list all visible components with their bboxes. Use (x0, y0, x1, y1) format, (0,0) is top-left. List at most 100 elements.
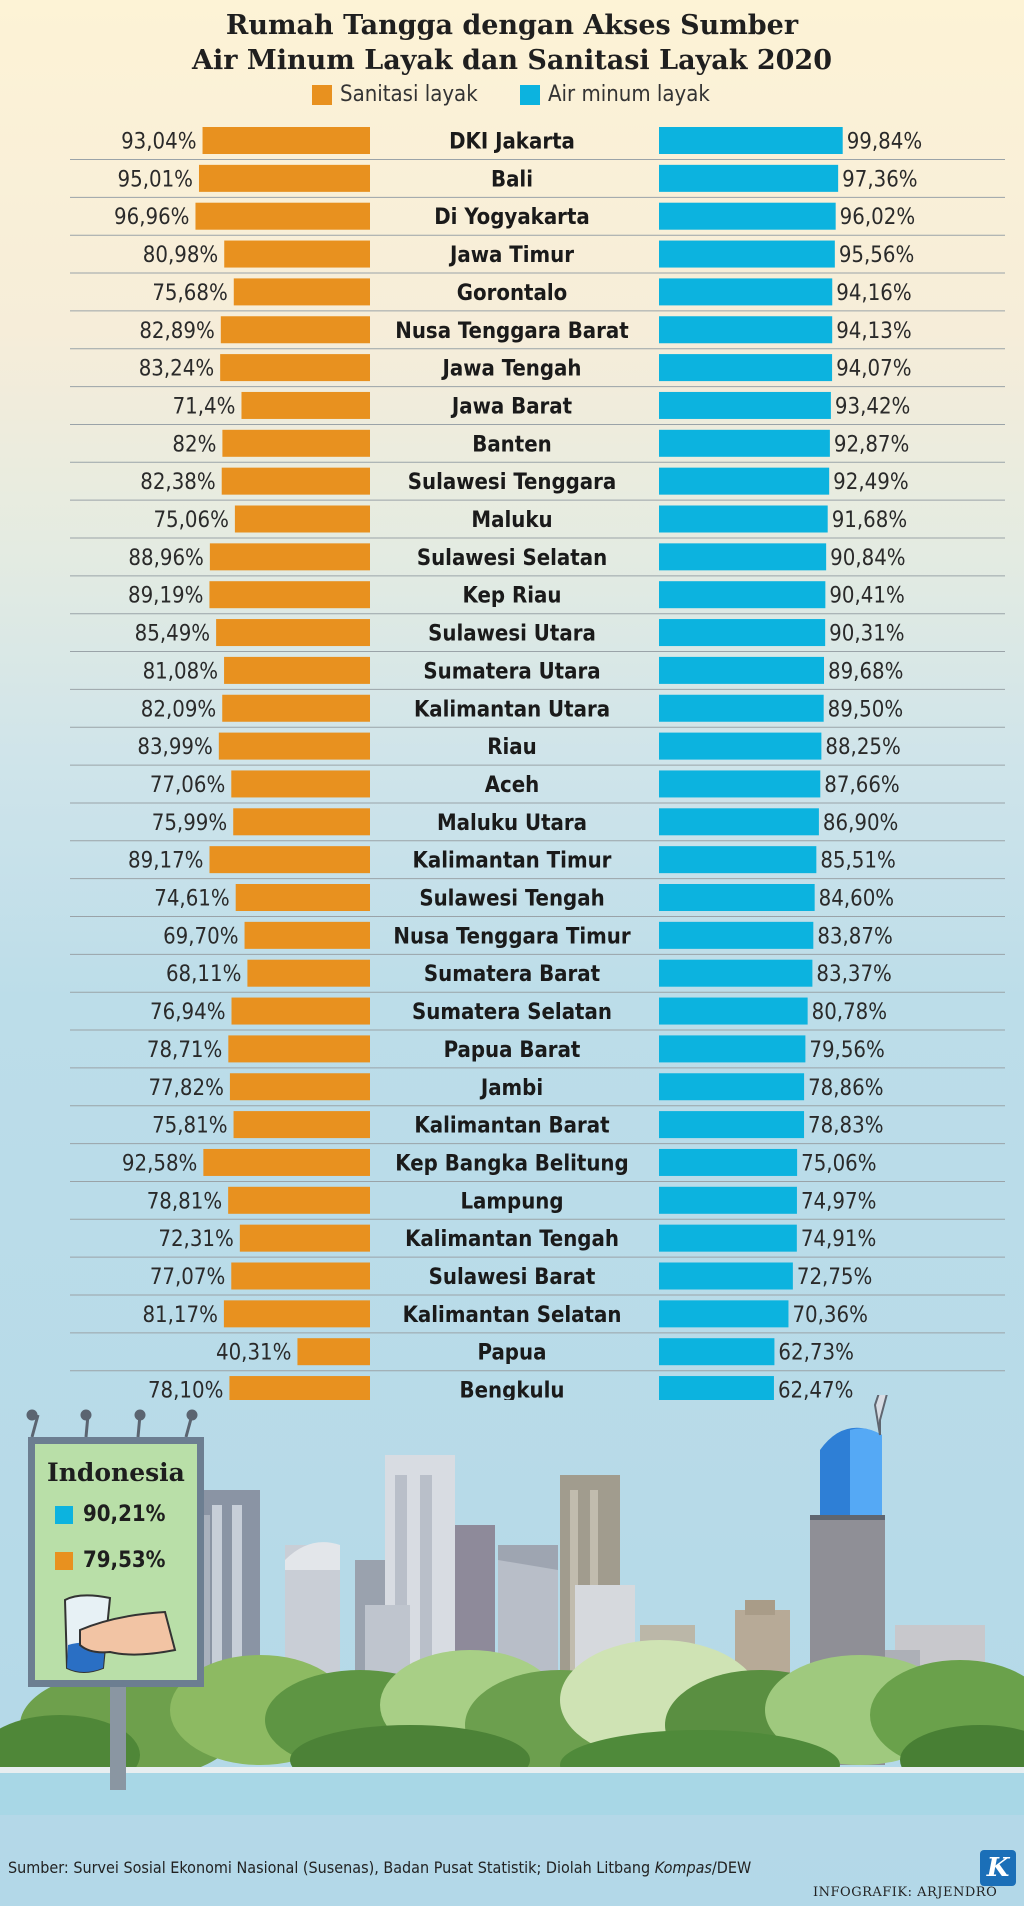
bar-air (659, 1262, 793, 1290)
province-name: Sumatera Selatan (412, 1000, 612, 1025)
source-text: Sumber: Survei Sosial Ekonomi Nasional (… (8, 1858, 655, 1877)
bar-air (659, 581, 826, 609)
label-sanitasi: 78,71% (147, 1038, 222, 1063)
label-sanitasi: 81,08% (143, 659, 218, 684)
infographic-credit: INFOGRAFIK: ARJENDRO (813, 1885, 998, 1900)
province-name: Sulawesi Utara (428, 622, 596, 647)
bar-sanitasi (220, 354, 370, 382)
label-sanitasi: 75,68% (152, 281, 227, 306)
province-name: Kalimantan Barat (414, 1114, 610, 1139)
label-sanitasi: 82% (172, 432, 216, 457)
bar-chart: 93,04% 99,84% DKI Jakarta 95,01% 97,36% Bali 9… (70, 127, 1005, 1400)
bar-sanitasi (198, 164, 370, 192)
label-sanitasi: 71,4% (173, 394, 236, 419)
title-line-2: Air Minum Layak dan Sanitasi Layak 2020 (192, 45, 832, 76)
bar-sanitasi (231, 770, 370, 798)
bar-sanitasi (297, 1338, 370, 1366)
bar-air (659, 808, 819, 836)
label-air: 99,84% (847, 130, 922, 155)
legend-swatch-air (520, 84, 540, 105)
label-air: 88,25% (825, 735, 900, 760)
bar-air (659, 316, 833, 344)
bar-air (659, 278, 833, 306)
province-name: Jawa Timur (448, 243, 574, 268)
source-italic: Kompas (654, 1858, 712, 1877)
indonesia-summary-sign: Indonesia 90,21% 79,53% (28, 1437, 204, 1687)
bar-air (659, 429, 830, 457)
province-name: Di Yogyakarta (434, 205, 590, 230)
label-air: 70,36% (792, 1303, 867, 1328)
bar-sanitasi (231, 1262, 370, 1290)
label-sanitasi: 89,17% (128, 849, 203, 874)
label-sanitasi: 68,11% (166, 962, 241, 987)
province-name: Kalimantan Utara (414, 697, 610, 722)
legend-label-air: Air minum layak (548, 82, 710, 107)
bar-air (659, 1376, 774, 1400)
bar-air (659, 846, 817, 874)
bar-sanitasi (218, 732, 370, 760)
province-name: Nusa Tenggara Barat (395, 319, 629, 344)
bar-air (659, 505, 828, 533)
label-sanitasi: 78,81% (147, 1189, 222, 1214)
shoreline (0, 1767, 1024, 1773)
label-air: 89,68% (828, 659, 903, 684)
bar-air (659, 543, 827, 571)
label-air: 85,51% (820, 849, 895, 874)
province-name: Sulawesi Barat (429, 1265, 596, 1290)
label-sanitasi: 83,24% (139, 357, 214, 382)
province-name: Maluku (471, 508, 552, 533)
bar-air (659, 656, 825, 684)
province-name: Banten (472, 432, 552, 457)
label-sanitasi: 92,58% (122, 1151, 197, 1176)
province-name: Sulawesi Tenggara (408, 470, 617, 495)
label-air: 75,06% (801, 1151, 876, 1176)
legend: Sanitasi layak Air minum layak (0, 82, 1024, 112)
label-sanitasi: 75,06% (153, 508, 228, 533)
province-name: Gorontalo (457, 281, 568, 306)
bar-air (659, 770, 821, 798)
label-air: 72,75% (797, 1265, 872, 1290)
label-air: 86,90% (823, 811, 898, 836)
label-sanitasi: 75,81% (152, 1114, 227, 1139)
label-air: 84,60% (819, 887, 894, 912)
label-sanitasi: 85,49% (135, 622, 210, 647)
bar-sanitasi (229, 1073, 370, 1101)
label-sanitasi: 77,82% (148, 1076, 223, 1101)
source-tail: /DEW (711, 1858, 752, 1877)
label-sanitasi: 69,70% (163, 924, 238, 949)
label-air: 90,31% (829, 622, 904, 647)
bar-sanitasi (247, 959, 370, 987)
bar-air (659, 1148, 798, 1176)
bar-air (659, 1186, 797, 1214)
province-name: Kalimantan Timur (413, 849, 612, 874)
label-air: 92,87% (834, 432, 909, 457)
bar-air (659, 959, 813, 987)
bar-air (659, 202, 836, 230)
label-sanitasi: 40,31% (216, 1341, 291, 1366)
bar-sanitasi (222, 694, 370, 722)
legend-label-sanitasi: Sanitasi layak (340, 82, 478, 107)
label-air: 87,66% (824, 773, 899, 798)
sign-value-sanitasi: 79,53% (83, 1548, 166, 1573)
label-sanitasi: 82,38% (140, 470, 215, 495)
province-name: Jawa Tengah (441, 357, 582, 382)
bar-air (659, 884, 815, 911)
province-name: DKI Jakarta (449, 130, 575, 155)
bar-sanitasi (229, 1376, 370, 1400)
bar-sanitasi (209, 543, 370, 571)
bar-sanitasi (195, 202, 370, 230)
label-sanitasi: 77,07% (150, 1265, 225, 1290)
bar-air (659, 921, 814, 949)
chart-title: Rumah Tangga dengan Akses Sumber Air Min… (0, 8, 1024, 78)
bar-air (659, 1111, 805, 1139)
label-air: 83,87% (817, 924, 892, 949)
sign-title: Indonesia (47, 1458, 185, 1487)
province-name: Jawa Barat (450, 394, 573, 419)
label-air: 78,86% (808, 1076, 883, 1101)
label-sanitasi: 88,96% (128, 546, 203, 571)
label-air: 95,56% (839, 243, 914, 268)
sign-value-air: 90,21% (83, 1502, 166, 1527)
label-sanitasi: 83,99% (137, 735, 212, 760)
bar-air (659, 1035, 806, 1063)
label-air: 94,13% (836, 319, 911, 344)
